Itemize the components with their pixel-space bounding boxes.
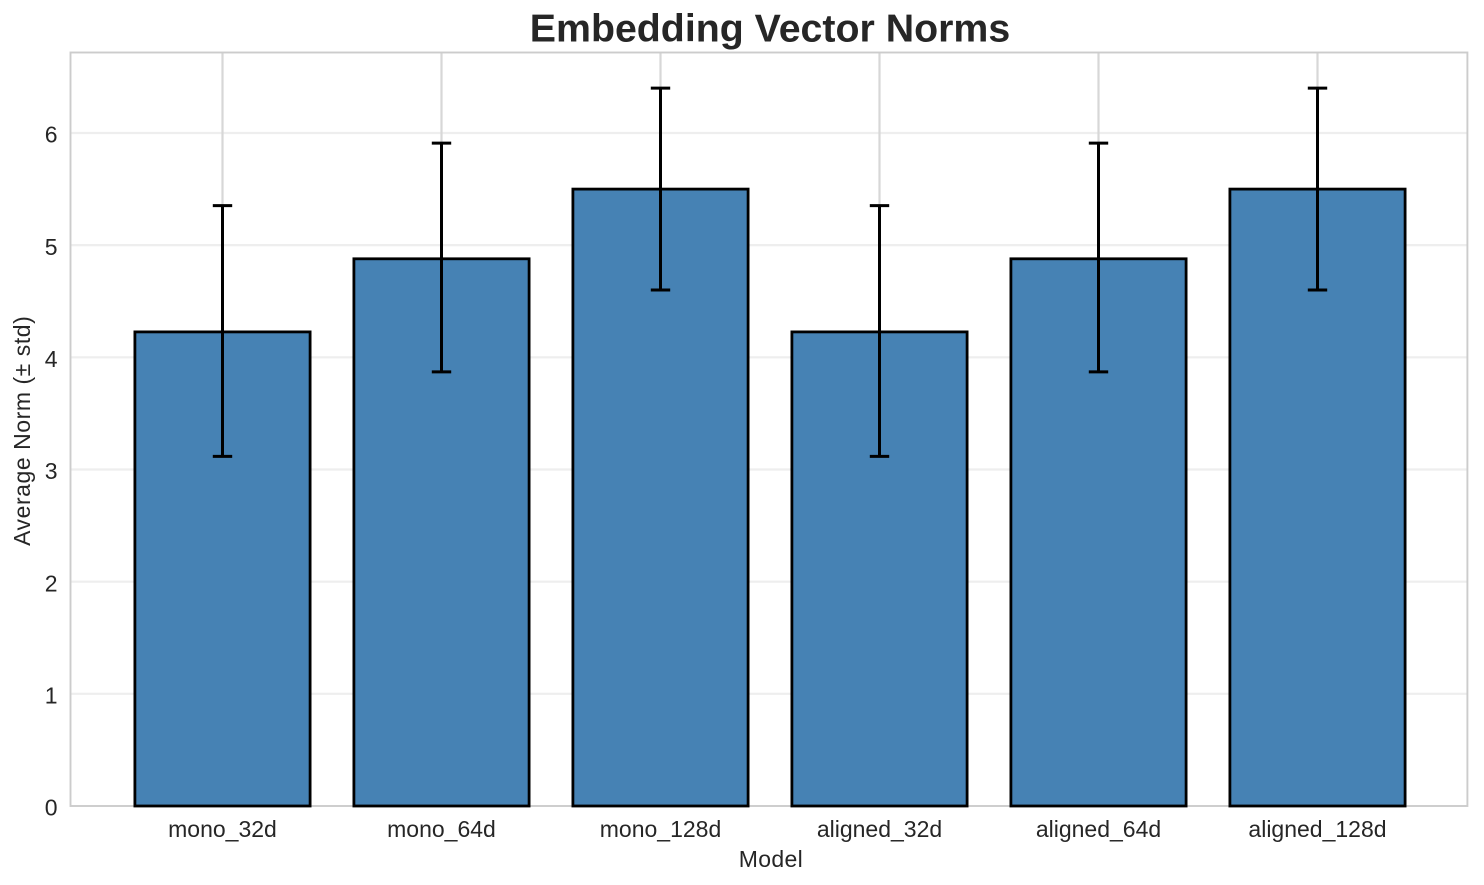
svg-text:mono_32d: mono_32d <box>168 816 277 842</box>
svg-text:4: 4 <box>45 346 58 372</box>
svg-text:Embedding Vector Norms: Embedding Vector Norms <box>530 7 1010 51</box>
svg-text:mono_64d: mono_64d <box>387 816 496 842</box>
svg-text:Average Norm (± std): Average Norm (± std) <box>9 316 35 546</box>
svg-text:5: 5 <box>45 234 58 260</box>
svg-text:Model: Model <box>739 846 803 872</box>
svg-text:aligned_128d: aligned_128d <box>1248 816 1386 842</box>
svg-text:3: 3 <box>45 458 58 484</box>
svg-text:6: 6 <box>45 122 58 148</box>
svg-text:2: 2 <box>45 570 58 596</box>
svg-text:aligned_64d: aligned_64d <box>1036 816 1161 842</box>
svg-text:mono_128d: mono_128d <box>600 816 722 842</box>
svg-text:0: 0 <box>45 795 58 821</box>
svg-text:1: 1 <box>45 683 58 709</box>
svg-text:aligned_32d: aligned_32d <box>817 816 942 842</box>
